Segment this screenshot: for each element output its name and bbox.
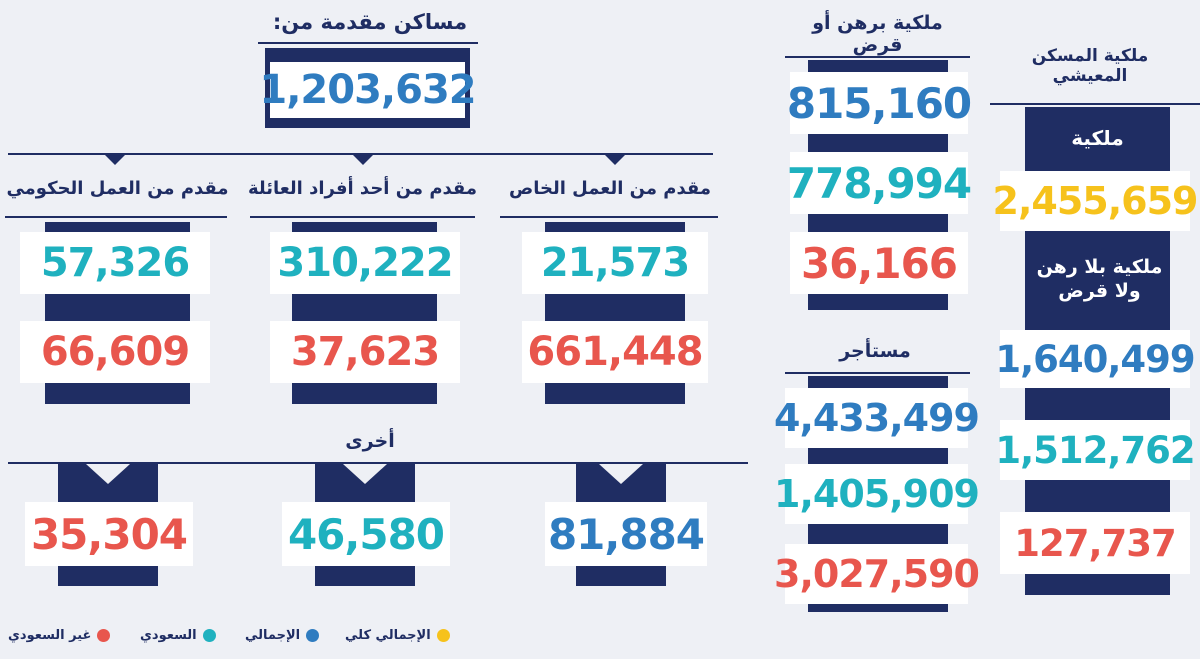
government-saudi-value: 57,326 [40, 240, 190, 286]
other-nonsaudi-card: 35,304 [25, 502, 193, 566]
provided-total-card: 1,203,632 [259, 62, 477, 118]
legend-total-label: الإجمالي [245, 628, 301, 643]
family-rule [250, 216, 475, 218]
other-rule [8, 462, 748, 464]
government-rule [5, 216, 227, 218]
ownership-grand-value: 2,455,659 [992, 179, 1199, 223]
rent-total-card: 4,433,499 [774, 388, 980, 448]
rent-total-value: 4,433,499 [774, 396, 980, 440]
legend-total: الإجمالي [245, 628, 320, 643]
family-saudi-value: 310,222 [277, 240, 453, 286]
mortgage-saudi-value: 778,994 [786, 158, 972, 208]
family-pointer [353, 155, 373, 165]
legend-non-saudi: غير السعودي [8, 628, 111, 643]
legend-grand-total-label: الإجمالي كلي [345, 628, 431, 643]
government-label: مقدم من العمل الحكومي [6, 178, 229, 199]
legend-blue-dot [306, 629, 320, 642]
ownership-saudi-card: 1,512,762 [995, 420, 1196, 480]
private-saudi-value: 21,573 [540, 240, 690, 286]
ownership-total-card: 1,640,499 [995, 330, 1196, 388]
legend-non-saudi-label: غير السعودي [8, 628, 92, 643]
other-total-notch [599, 464, 643, 484]
other-total-card: 81,884 [545, 502, 707, 566]
other-saudi-card: 46,580 [282, 502, 450, 566]
family-label: مقدم من أحد أفراد العائلة [247, 178, 478, 199]
mortgage-nonsaudi-value: 36,166 [800, 238, 958, 288]
ownership-free-label: ملكية بلا رهن ولا قرض [1036, 256, 1163, 302]
government-pointer [105, 155, 125, 165]
mortgage-saudi-card: 778,994 [786, 152, 972, 214]
private-nonsaudi-value: 661,448 [527, 329, 703, 375]
ownership-nonsaudi-card: 127,737 [1000, 512, 1190, 574]
ownership-nonsaudi-value: 127,737 [1014, 521, 1177, 565]
mortgage-title: ملكية برهن أو قرض [812, 12, 943, 56]
rent-saudi-value: 1,405,909 [774, 472, 980, 516]
mortgage-total-card: 815,160 [786, 72, 972, 134]
family-nonsaudi-card: 37,623 [270, 321, 460, 383]
legend-grand-total: الإجمالي كلي [345, 628, 450, 643]
family-saudi-card: 310,222 [270, 232, 460, 294]
ownership-rule [990, 103, 1200, 105]
mortgage-nonsaudi-card: 36,166 [790, 232, 968, 294]
other-saudi-value: 46,580 [287, 509, 445, 559]
other-total-value: 81,884 [547, 509, 705, 559]
rent-nonsaudi-value: 3,027,590 [774, 552, 980, 596]
provided-title-rule [258, 42, 478, 44]
private-rule [500, 216, 718, 218]
rent-saudi-card: 1,405,909 [774, 464, 980, 524]
ownership-box-label: ملكية [1071, 126, 1124, 150]
rent-nonsaudi-card: 3,027,590 [774, 544, 980, 604]
legend-saudi: السعودي [140, 628, 216, 643]
other-nonsaudi-value: 35,304 [30, 509, 188, 559]
other-label: أخرى [345, 430, 395, 452]
rent-title: مستأجر [839, 340, 911, 362]
other-nonsaudi-notch [86, 464, 130, 484]
provided-title: مساكن مقدمة من: [272, 10, 468, 34]
ownership-saudi-value: 1,512,762 [995, 428, 1195, 472]
private-nonsaudi-card: 661,448 [522, 321, 708, 383]
government-saudi-card: 57,326 [20, 232, 210, 294]
family-nonsaudi-value: 37,623 [290, 329, 440, 375]
private-pointer [605, 155, 625, 165]
mortgage-total-value: 815,160 [786, 78, 972, 128]
rent-rule [785, 372, 970, 374]
mortgage-rule [785, 56, 970, 58]
legend-red-dot [97, 629, 111, 642]
legend-teal-dot [202, 629, 216, 642]
government-nonsaudi-card: 66,609 [20, 321, 210, 383]
providers-rule [8, 153, 713, 155]
ownership-title: ملكية المسكن المعيشي [1031, 46, 1149, 87]
other-saudi-notch [343, 464, 387, 484]
government-nonsaudi-value: 66,609 [40, 329, 190, 375]
provided-total-value: 1,203,632 [259, 67, 476, 113]
private-label: مقدم من العمل الخاص [509, 178, 711, 199]
ownership-total-value: 1,640,499 [995, 337, 1195, 381]
private-saudi-card: 21,573 [522, 232, 708, 294]
ownership-grand-card: 2,455,659 [993, 171, 1198, 231]
legend-saudi-label: السعودي [140, 628, 197, 643]
legend-yellow-dot [436, 629, 450, 642]
